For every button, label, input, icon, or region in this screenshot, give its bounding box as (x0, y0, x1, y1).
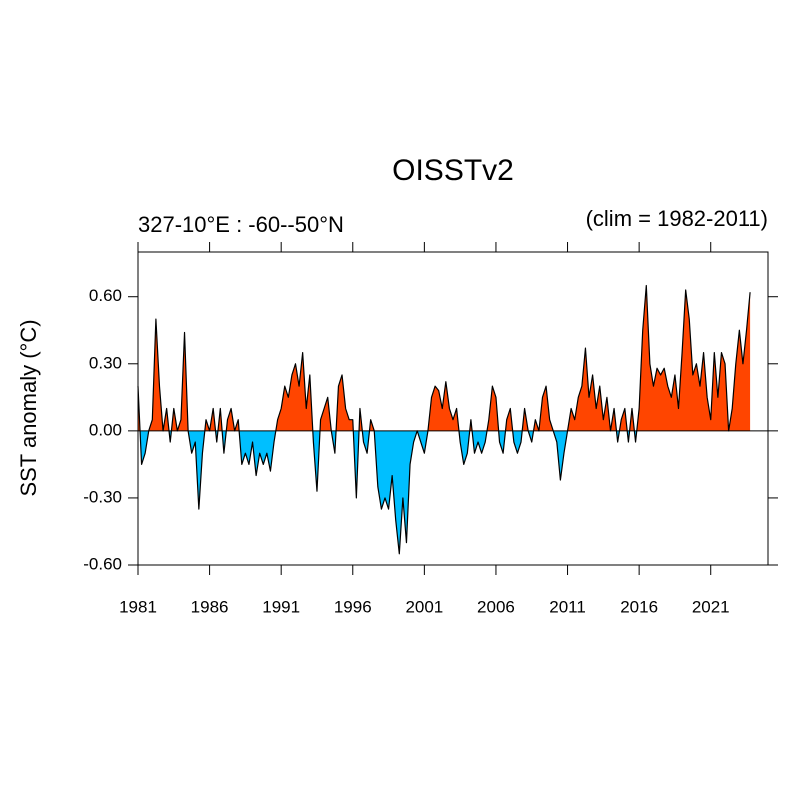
plot-frame (137, 251, 769, 566)
y-tick-label: 0.30 (89, 353, 122, 372)
x-tick-label: 2021 (692, 597, 730, 616)
subtitle-left: 327-10°E : -60--50°N (138, 212, 344, 237)
x-tick-label: 2011 (549, 597, 586, 616)
y-tick-label: -0.30 (83, 487, 122, 506)
x-tick-label: 2001 (405, 597, 443, 616)
x-tick-label: 1981 (119, 597, 157, 616)
x-tick-label: 1996 (334, 597, 372, 616)
subtitle-right: (clim = 1982-2011) (586, 206, 768, 231)
x-tick-label: 2016 (620, 597, 658, 616)
x-tick-label: 1986 (191, 597, 229, 616)
chart-title: OISSTv2 (392, 154, 514, 187)
y-axis-label: SST anomaly (°C) (16, 319, 41, 496)
negative-area (140, 430, 637, 554)
x-tick-label: 2006 (477, 597, 515, 616)
y-tick-label: 0.00 (89, 420, 122, 439)
anomaly-line (137, 284, 751, 555)
y-tick-label: -0.60 (83, 554, 122, 573)
y-tick-label: 0.60 (89, 286, 122, 305)
positive-area (138, 285, 751, 431)
x-tick-label: 1991 (262, 597, 300, 616)
